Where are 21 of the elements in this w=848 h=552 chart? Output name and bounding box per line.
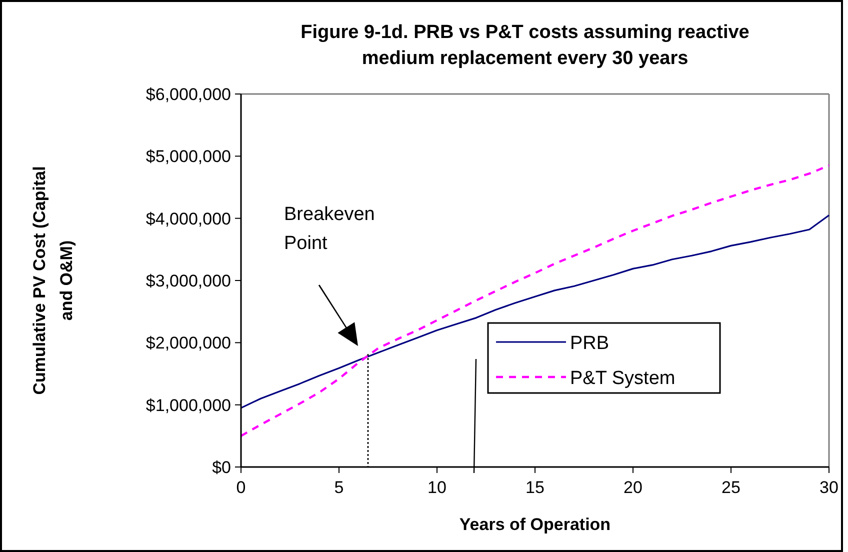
- y-tick-label: $2,000,000: [146, 334, 231, 353]
- annotation: Breakeven Point: [284, 204, 375, 254]
- x-tick-label: 20: [624, 478, 642, 497]
- x-axis-title: Years of Operation: [459, 515, 611, 534]
- y-tick-label: $0: [212, 458, 231, 477]
- y-tick-label: $3,000,000: [146, 272, 231, 290]
- y-tick-label: $1,000,000: [146, 396, 231, 415]
- x-tick-label: 25: [722, 478, 740, 497]
- chart-title: Figure 9-1d. PRB vs P&T costs assuming reactive medium replacement every 30 years: [300, 22, 750, 69]
- x-tick-label: 0: [236, 478, 246, 497]
- line-series: [240, 164, 830, 438]
- x-tick-label: 5: [334, 478, 344, 497]
- x-tick-label: 10: [428, 478, 446, 497]
- y-tick-label: $6,000,000: [146, 85, 231, 104]
- y-tick-label: $5,000,000: [146, 147, 231, 166]
- y-tick-label: $4,000,000: [146, 209, 231, 228]
- x-tick-label: 15: [526, 478, 544, 497]
- y-axis-title: Cumulative PV Cost (Capital and O&M): [30, 166, 76, 395]
- x-tick-label: 30: [820, 478, 838, 497]
- legend-label: PRB: [570, 333, 610, 354]
- legend-label: P&T System: [570, 368, 676, 389]
